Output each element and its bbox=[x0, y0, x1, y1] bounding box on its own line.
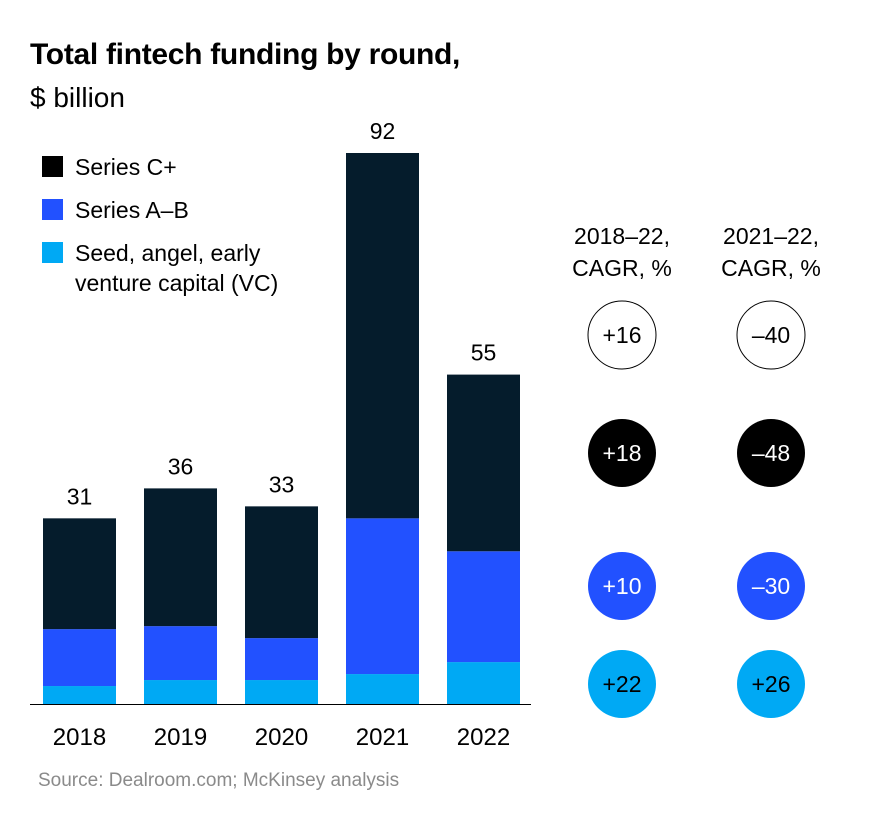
bar-2021-series-1 bbox=[346, 518, 419, 675]
bar-2020-series-2 bbox=[245, 506, 318, 639]
bar-2018-series-2 bbox=[43, 518, 116, 630]
bar-2018-series-0 bbox=[43, 686, 116, 704]
cagr-value-series_ab-1: –30 bbox=[752, 573, 790, 599]
bar-2021-series-2 bbox=[346, 153, 419, 519]
cagr-circle-series_c-1 bbox=[737, 419, 805, 487]
cagr-value-series_ab-0: +10 bbox=[602, 573, 641, 599]
cagr-value-series_c-1: –48 bbox=[752, 440, 790, 466]
chart-title: Total fintech funding by round, bbox=[30, 38, 461, 71]
legend-label-series-c: Series C+ bbox=[75, 154, 177, 180]
cagr-circle-series_c-0 bbox=[588, 419, 656, 487]
total-label-2019: 36 bbox=[168, 453, 194, 479]
bar-2019-series-1 bbox=[144, 626, 217, 681]
cagr-circle-total-1 bbox=[736, 300, 806, 370]
bar-2020-series-1 bbox=[245, 638, 318, 681]
bar-2020-series-0 bbox=[245, 680, 318, 704]
cagr-value-total-0: +16 bbox=[602, 322, 641, 348]
legend: Series C+ Series A–B Seed, angel, early … bbox=[42, 152, 278, 311]
x-tick-label-2019: 2019 bbox=[154, 724, 207, 751]
cagr-circle-series_ab-1 bbox=[737, 552, 805, 620]
cagr-value-series_c-0: +18 bbox=[602, 440, 641, 466]
legend-item-series-ab: Series A–B bbox=[42, 195, 278, 225]
x-tick-label-2021: 2021 bbox=[356, 724, 409, 751]
chart-subtitle: $ billion bbox=[30, 82, 125, 113]
legend-swatch-series-ab bbox=[42, 199, 63, 220]
legend-swatch-series-c bbox=[42, 156, 63, 177]
cagr-value-seed-1: +26 bbox=[751, 671, 790, 697]
legend-label-seed: Seed, angel, early venture capital (VC) bbox=[75, 240, 279, 296]
total-label-2021: 92 bbox=[370, 118, 396, 144]
bar-2019-series-0 bbox=[144, 680, 217, 704]
cagr-circle-seed-0 bbox=[588, 650, 656, 718]
source-note: Source: Dealroom.com; McKinsey analysis bbox=[38, 770, 400, 791]
cagr-circle-total-0 bbox=[587, 300, 657, 370]
legend-item-series-c: Series C+ bbox=[42, 152, 278, 182]
bar-2021-series-0 bbox=[346, 674, 419, 704]
legend-item-seed: Seed, angel, early venture capital (VC) bbox=[42, 238, 278, 298]
total-label-2020: 33 bbox=[269, 471, 295, 497]
legend-swatch-seed bbox=[42, 242, 63, 263]
bar-2022-series-1 bbox=[447, 551, 520, 663]
x-tick-label-2018: 2018 bbox=[53, 724, 106, 751]
cagr-value-seed-0: +22 bbox=[602, 671, 641, 697]
cagr-header-2021-22: 2021–22, CAGR, % bbox=[721, 223, 821, 281]
cagr-circle-series_ab-0 bbox=[588, 552, 656, 620]
bar-2019-series-2 bbox=[144, 488, 217, 627]
x-tick-label-2020: 2020 bbox=[255, 724, 308, 751]
cagr-header-2018-22: 2018–22, CAGR, % bbox=[572, 223, 672, 281]
cagr-circle-seed-1 bbox=[737, 650, 805, 718]
bar-2022-series-2 bbox=[447, 374, 520, 552]
total-label-2022: 55 bbox=[471, 340, 497, 366]
cagr-value-total-1: –40 bbox=[752, 322, 790, 348]
total-label-2018: 31 bbox=[67, 483, 93, 509]
bar-2018-series-1 bbox=[43, 629, 116, 687]
bar-2022-series-0 bbox=[447, 662, 520, 704]
legend-label-series-ab: Series A–B bbox=[75, 197, 189, 223]
x-tick-label-2022: 2022 bbox=[457, 724, 510, 751]
